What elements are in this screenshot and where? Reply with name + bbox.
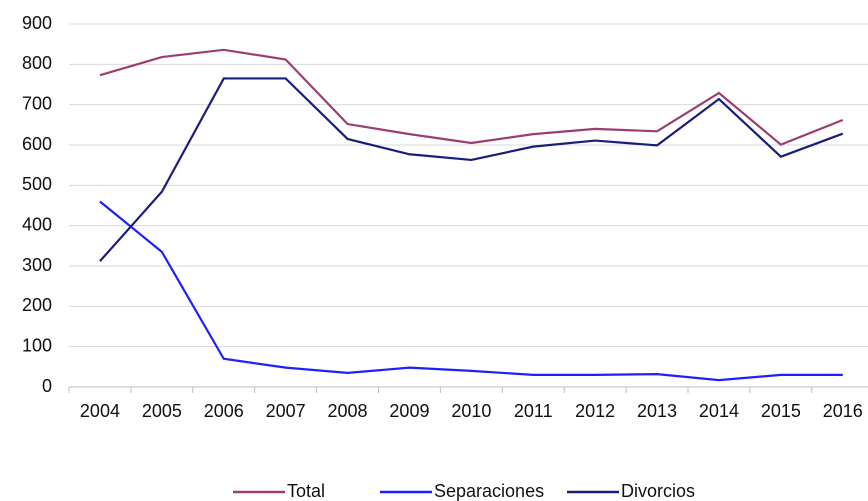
x-tick-label: 2007	[266, 401, 306, 421]
y-tick-label: 500	[22, 174, 52, 194]
legend-label: Separaciones	[434, 481, 544, 501]
x-tick-label: 2004	[80, 401, 120, 421]
x-tick-label: 2015	[761, 401, 801, 421]
x-tick-label: 2012	[575, 401, 615, 421]
line-series	[99, 200, 843, 382]
legend-label: Divorcios	[621, 481, 695, 501]
y-tick-label: 300	[22, 255, 52, 275]
y-tick-label: 800	[22, 53, 52, 73]
x-tick-label: 2016	[823, 401, 863, 421]
x-tick-label: 2014	[699, 401, 739, 421]
x-tick-label: 2011	[514, 401, 553, 421]
y-tick-label: 600	[22, 134, 52, 154]
y-tick-label: 200	[22, 295, 52, 315]
x-tick-label: 2005	[142, 401, 182, 421]
y-tick-label: 100	[22, 335, 52, 355]
y-tick-label: 400	[22, 214, 52, 234]
line-series	[99, 77, 844, 262]
x-tick-label: 2008	[328, 401, 368, 421]
x-tick-label: 2010	[451, 401, 491, 421]
x-tick-label: 2013	[637, 401, 677, 421]
y-tick-label: 900	[22, 13, 52, 33]
y-tick-label: 700	[22, 93, 52, 113]
y-tick-label: 0	[42, 376, 52, 396]
x-tick-label: 2009	[389, 401, 429, 421]
x-tick-label: 2006	[204, 401, 244, 421]
legend-label: Total	[287, 481, 325, 501]
line-series	[99, 48, 844, 146]
